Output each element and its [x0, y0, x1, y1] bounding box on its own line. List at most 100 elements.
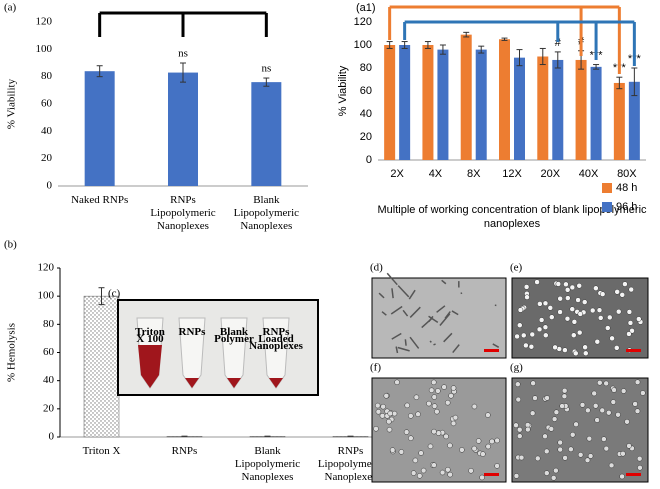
cell	[624, 419, 630, 425]
cell	[586, 435, 593, 442]
x-tick-label: 20X	[540, 168, 560, 180]
cell	[538, 317, 545, 323]
cell	[615, 308, 622, 315]
cell	[431, 403, 438, 409]
x-tick-label: RNPs Lipopolymeric Nanoplexes	[150, 194, 215, 232]
x-tick-label: 2X	[390, 168, 404, 180]
y-axis-label: % Viability	[6, 78, 18, 129]
cell	[475, 438, 482, 444]
cell	[601, 436, 607, 442]
cell	[427, 443, 434, 450]
cell	[428, 387, 435, 394]
cell	[606, 409, 612, 416]
photo-label: (e)	[510, 262, 523, 274]
crystal	[391, 332, 402, 340]
cell	[447, 442, 453, 449]
scale-bar	[484, 349, 499, 352]
cell	[542, 300, 549, 307]
cell	[513, 422, 519, 429]
cell	[426, 400, 432, 407]
cell	[575, 297, 581, 303]
x-tick-label: 4X	[429, 168, 443, 180]
cell	[594, 338, 601, 345]
cell	[593, 285, 599, 291]
cell	[529, 410, 536, 416]
crystal	[452, 344, 460, 354]
cell	[591, 390, 597, 397]
cell	[494, 463, 500, 469]
crystal	[408, 289, 416, 300]
cell	[619, 473, 625, 480]
tube-sediment	[227, 378, 241, 388]
y-tick-label: 100	[36, 43, 53, 55]
micrograph: (g)	[510, 362, 649, 483]
cell	[524, 422, 531, 428]
cell	[569, 284, 576, 291]
cell	[619, 292, 626, 298]
cell	[549, 314, 555, 320]
cell	[553, 409, 560, 415]
y-tick-label: 120	[36, 16, 53, 28]
cell	[620, 450, 626, 457]
error-bar	[463, 31, 470, 38]
crystal	[386, 272, 398, 286]
x-tick-label: Naked RNPs	[71, 194, 128, 206]
bar	[499, 39, 510, 160]
y-tick-label: 100	[38, 290, 55, 302]
cell	[523, 284, 530, 290]
cell	[562, 347, 568, 353]
tube-label: Blank Polymer	[214, 326, 254, 345]
cell	[408, 435, 414, 441]
chart-panel: (a) % Viability 0 20 40 60 80 100 120 Naked RNPs R…	[4, 2, 308, 232]
cell	[563, 281, 569, 288]
x-tick-label: Triton X	[83, 445, 121, 457]
cell	[525, 426, 531, 433]
y-tick-label: 20	[43, 402, 55, 414]
error-bar	[401, 41, 408, 49]
crystal	[404, 339, 407, 346]
bracket	[388, 5, 621, 74]
bar	[437, 49, 449, 160]
cell	[431, 462, 437, 468]
bar	[83, 295, 120, 438]
cell	[471, 445, 478, 452]
tube-sediment	[185, 378, 199, 388]
x-tick-label: RNPs	[172, 445, 198, 457]
photo	[371, 377, 507, 483]
cell	[534, 279, 540, 285]
cell	[597, 315, 604, 321]
cell	[573, 421, 579, 428]
cell	[607, 314, 613, 321]
y-tick-label: 80	[43, 318, 55, 330]
cell	[583, 350, 589, 357]
y-tick-label: 80	[360, 62, 372, 74]
legend-swatch	[602, 202, 612, 212]
cell	[435, 430, 442, 436]
cell	[535, 455, 541, 462]
cell	[579, 402, 586, 408]
cell	[573, 350, 579, 357]
cell	[415, 411, 421, 417]
bar	[84, 71, 115, 186]
cell	[459, 447, 465, 453]
cell	[626, 443, 632, 449]
y-tick-label: 40	[43, 374, 55, 386]
cell	[603, 445, 610, 452]
cell	[561, 387, 568, 394]
chart-panel: (a1) % Viability 0 20 40 60 80 100 120 2X 4X 8X 12X 2…	[337, 2, 647, 230]
cell	[562, 455, 568, 461]
crystal	[441, 279, 447, 285]
cell	[557, 439, 563, 446]
y-tick-label: 80	[41, 70, 53, 82]
cell	[614, 345, 620, 351]
cell	[530, 380, 536, 386]
y-tick-label: 40	[360, 108, 372, 120]
cell	[597, 379, 603, 386]
cell	[543, 332, 549, 339]
cell	[517, 307, 524, 313]
photo-label: (f)	[370, 362, 381, 374]
y-tick-label: 60	[43, 346, 55, 358]
cell	[418, 450, 424, 456]
panel-label: (b)	[4, 239, 17, 251]
